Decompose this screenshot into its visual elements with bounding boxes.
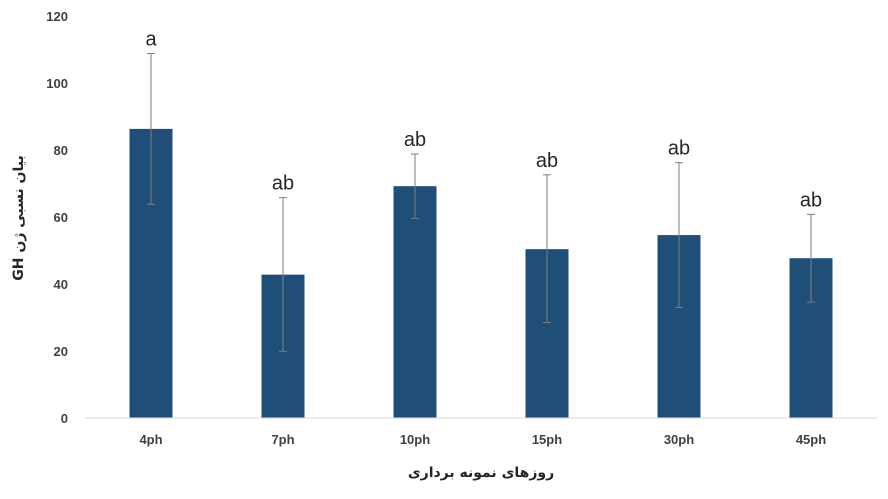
y-tick-label: 120 bbox=[46, 9, 68, 24]
significance-label: ab bbox=[668, 138, 690, 160]
y-tick-label: 100 bbox=[46, 76, 68, 91]
x-tick-label: 4ph bbox=[139, 432, 162, 447]
significance-label: a bbox=[145, 29, 157, 51]
y-axis-ticks: 0 20 40 60 80 100 120 bbox=[46, 9, 68, 426]
y-axis-title: بیان نسبی ژن GH bbox=[11, 155, 27, 280]
x-tick-label: 15ph bbox=[532, 432, 562, 447]
significance-labels-group: a ab ab ab ab ab bbox=[145, 29, 822, 212]
y-tick-label: 40 bbox=[54, 277, 68, 292]
y-tick-label: 0 bbox=[61, 411, 68, 426]
x-tick-label: 10ph bbox=[400, 432, 430, 447]
x-axis-title: روزهای نمونه برداری bbox=[408, 465, 554, 481]
x-tick-label: 45ph bbox=[796, 432, 826, 447]
x-tick-label: 7ph bbox=[271, 432, 294, 447]
bars-group bbox=[129, 128, 833, 418]
y-tick-label: 60 bbox=[54, 210, 68, 225]
error-bars-group bbox=[147, 53, 815, 352]
x-axis-labels: 4ph 7ph 10ph 15ph 30ph 45ph bbox=[139, 432, 826, 447]
significance-label: ab bbox=[800, 189, 822, 211]
y-tick-label: 80 bbox=[54, 143, 68, 158]
bar bbox=[393, 186, 437, 418]
x-tick-label: 30ph bbox=[664, 432, 694, 447]
y-tick-label: 20 bbox=[54, 344, 68, 359]
significance-label: ab bbox=[404, 129, 426, 151]
significance-label: ab bbox=[272, 173, 294, 195]
significance-label: ab bbox=[536, 150, 558, 172]
